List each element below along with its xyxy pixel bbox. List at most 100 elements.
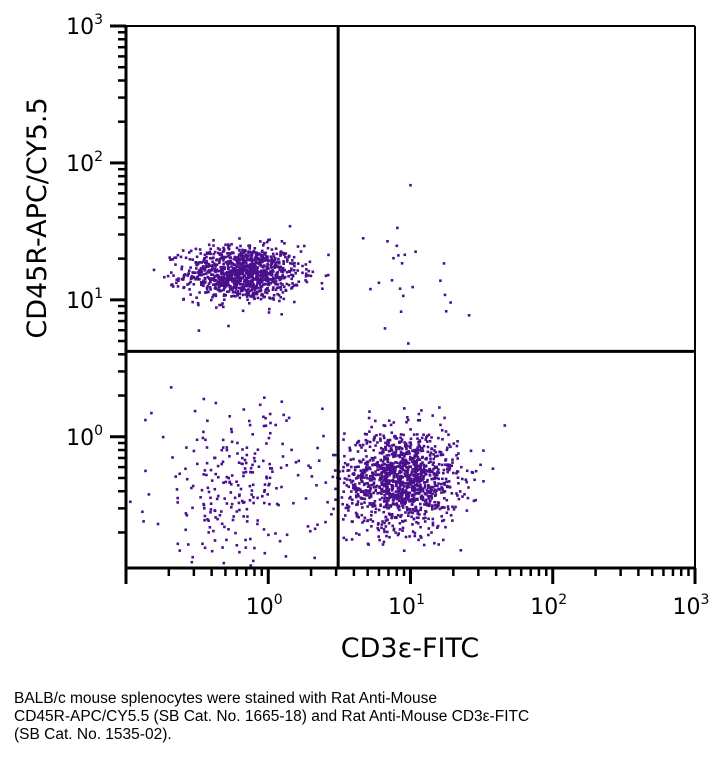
data-point — [275, 502, 279, 506]
data-point — [174, 256, 178, 259]
data-point — [321, 407, 324, 411]
data-point — [396, 490, 399, 493]
data-point — [176, 542, 180, 546]
data-point — [182, 275, 186, 279]
data-point — [363, 493, 366, 497]
data-point — [221, 271, 225, 275]
data-point — [369, 492, 373, 496]
data-point — [219, 269, 222, 273]
data-point — [189, 249, 193, 253]
data-point — [378, 485, 381, 488]
data-point — [279, 466, 283, 470]
data-point — [383, 484, 386, 488]
data-point — [417, 448, 421, 452]
data-point — [406, 478, 409, 482]
data-point — [356, 450, 360, 453]
data-point — [209, 502, 213, 505]
data-point — [416, 437, 419, 440]
data-point — [433, 480, 436, 484]
data-point — [406, 476, 409, 480]
data-point — [333, 453, 337, 457]
data-point — [200, 488, 204, 492]
data-point — [440, 486, 444, 490]
data-point — [402, 433, 405, 437]
data-point — [353, 483, 357, 486]
data-point — [248, 423, 252, 427]
data-point — [371, 502, 374, 505]
data-point — [379, 439, 382, 442]
data-point — [413, 483, 417, 487]
data-point — [147, 493, 151, 496]
data-point — [351, 520, 354, 523]
data-point — [292, 268, 296, 272]
data-point — [209, 257, 212, 260]
data-point — [433, 484, 437, 488]
data-point — [421, 498, 424, 502]
data-point — [230, 277, 234, 281]
data-point — [272, 255, 276, 258]
data-point — [455, 454, 458, 457]
data-point — [234, 531, 237, 535]
data-point — [237, 253, 241, 256]
data-point — [237, 275, 241, 278]
data-point — [176, 501, 179, 504]
data-point — [215, 497, 219, 501]
data-point — [297, 280, 301, 283]
data-point — [403, 498, 407, 501]
data-point — [368, 477, 372, 481]
data-point — [257, 261, 260, 264]
data-point — [242, 274, 246, 277]
data-point — [362, 491, 366, 494]
data-point — [297, 459, 301, 463]
data-point — [277, 503, 280, 507]
data-point — [248, 499, 252, 502]
data-point — [415, 460, 418, 463]
data-point — [395, 244, 399, 248]
data-point — [269, 467, 272, 470]
data-point — [394, 453, 397, 457]
data-point — [390, 447, 393, 450]
data-point — [210, 278, 213, 282]
data-point — [241, 289, 245, 292]
data-point — [260, 285, 264, 288]
data-point — [399, 499, 403, 503]
data-point — [330, 513, 333, 516]
data-point — [301, 264, 304, 268]
data-point — [349, 495, 352, 499]
data-point — [256, 270, 259, 274]
data-point — [241, 283, 245, 286]
data-point — [316, 446, 319, 450]
data-point — [177, 279, 180, 282]
data-point — [390, 486, 394, 490]
data-point — [274, 280, 278, 283]
data-point — [200, 281, 203, 284]
data-point — [170, 283, 173, 287]
data-point — [384, 505, 388, 509]
data-point — [343, 477, 347, 480]
data-point — [375, 434, 378, 437]
data-point — [191, 506, 194, 510]
data-point — [224, 480, 228, 484]
data-point — [265, 268, 269, 271]
data-point — [229, 270, 232, 274]
data-point — [390, 489, 394, 492]
data-point — [457, 497, 461, 501]
data-point — [446, 484, 449, 488]
data-point — [207, 262, 211, 266]
data-point — [392, 498, 395, 501]
data-point — [401, 491, 405, 494]
data-point — [267, 311, 271, 314]
data-point — [252, 249, 256, 253]
data-point — [442, 262, 446, 265]
data-point — [347, 485, 351, 489]
data-point — [360, 513, 364, 517]
data-point — [382, 424, 386, 427]
data-point — [228, 256, 232, 259]
data-point — [142, 520, 145, 523]
data-point — [351, 498, 354, 502]
data-point — [240, 262, 243, 265]
data-point — [390, 484, 393, 487]
data-point — [452, 508, 456, 511]
data-point — [399, 460, 403, 464]
data-point — [425, 480, 429, 483]
